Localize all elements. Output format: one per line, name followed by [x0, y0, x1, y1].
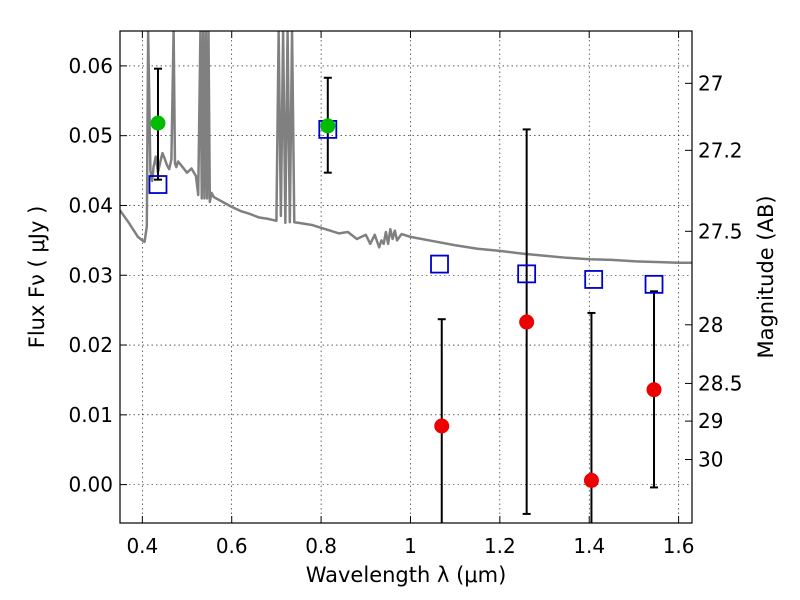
model-bandflux-square: [517, 264, 537, 284]
nondetection-point: [434, 418, 450, 434]
x-tick-label: 1.4: [573, 534, 605, 558]
x-axis-label: Wavelength λ (μm): [306, 563, 507, 587]
model-bandflux-square: [644, 274, 664, 294]
x-tick-label: 0.4: [126, 534, 158, 558]
model-bandflux-square: [148, 175, 168, 194]
detection-point: [320, 118, 336, 134]
y2-axis-label: Magnitude (AB): [754, 195, 778, 358]
x-tick-label: 1: [404, 534, 417, 558]
y-tick-label: 0.05: [68, 124, 113, 148]
y-tick-label: 0.00: [68, 473, 113, 497]
data-layer: [120, 31, 692, 523]
mag-tick-label: 27.2: [698, 138, 743, 162]
mag-tick-label: 27.5: [698, 219, 743, 243]
y-axis-label: Flux Fν ( μJy ): [25, 206, 49, 349]
x-tick-label: 1.2: [484, 534, 516, 558]
mag-tick-label: 28.5: [698, 371, 743, 395]
plot-frame: [119, 30, 693, 524]
model-spectrum-line: [120, 31, 692, 264]
grid-lines: [120, 31, 692, 523]
x-tick-label: 1.6: [663, 534, 695, 558]
x-tick-label: 0.8: [305, 534, 337, 558]
x-tick-label: 0.6: [216, 534, 248, 558]
mag-tick-label: 27: [698, 71, 723, 95]
nondetection-point: [519, 314, 535, 330]
y-tick-label: 0.03: [68, 263, 113, 287]
model-bandflux-square: [430, 254, 449, 274]
y-tick-label: 0.06: [68, 54, 113, 78]
y-tick-label: 0.01: [68, 403, 113, 427]
y-tick-label: 0.02: [68, 333, 113, 357]
y-tick-label: 0.04: [68, 193, 113, 217]
mag-tick-label: 29: [698, 409, 723, 433]
tick-layer: 0.4 0.6 0.8 1 1.2 1.4 1.6 0.00 0.01 0.02 0.03 0.04 0…: [68, 31, 743, 558]
detection-point: [150, 115, 166, 131]
mag-tick-label: 30: [698, 447, 723, 471]
model-bandflux-square: [584, 270, 604, 289]
nondetection-point: [646, 382, 662, 398]
mag-tick-label: 28: [698, 313, 723, 337]
nondetection-point: [583, 472, 599, 488]
